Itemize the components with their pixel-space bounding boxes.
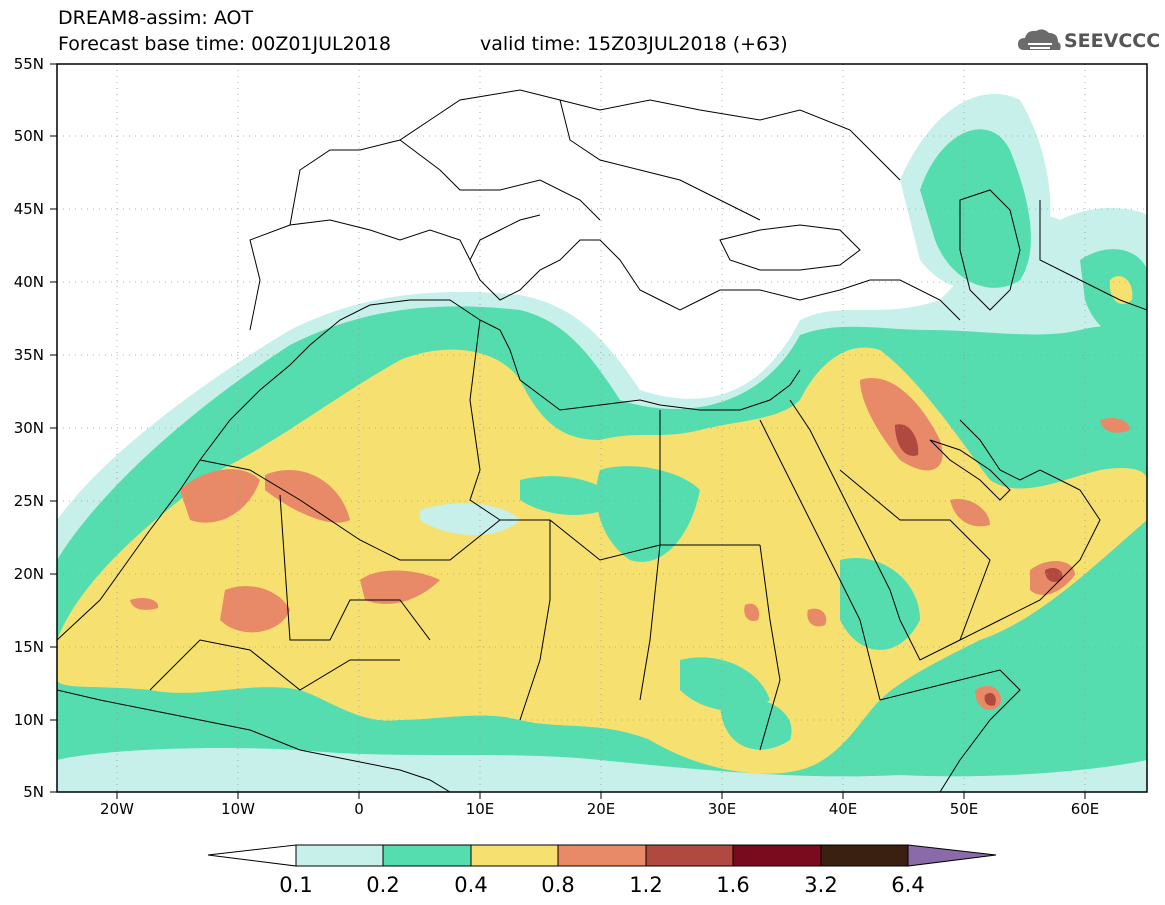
lon-label: 60E <box>1071 800 1100 818</box>
coastlines <box>57 89 1147 792</box>
lat-label: 15N <box>14 638 44 656</box>
lat-label: 35N <box>14 346 44 364</box>
logo-text: SEEVCCC <box>1064 30 1161 52</box>
aot-field <box>57 64 1147 792</box>
colorbar-label: 0.8 <box>541 873 574 897</box>
forecast-base-time: Forecast base time: 00Z01JUL2018 <box>58 33 391 55</box>
grid-lines <box>57 64 1147 792</box>
colorbar <box>207 844 997 867</box>
colorbar-bin <box>820 844 909 867</box>
lon-label: 20W <box>100 800 134 818</box>
lon-label: 0 <box>354 800 364 818</box>
chart-title: DREAM8-assim: AOT <box>58 7 254 29</box>
lon-label: 10W <box>221 800 255 818</box>
colorbar-bin <box>295 844 384 867</box>
lat-label: 5N <box>23 783 44 801</box>
lat-label: 50N <box>14 127 44 145</box>
lat-axis: 55N 50N 45N 40N 35N 30N 25N 20N 15N 10N … <box>14 55 44 801</box>
lon-label: 50E <box>950 800 979 818</box>
lat-ticks <box>50 63 1086 799</box>
colorbar-label: 0.4 <box>454 873 487 897</box>
lat-label: 40N <box>14 273 44 291</box>
lat-label: 20N <box>14 565 44 583</box>
lon-label: 10E <box>466 800 495 818</box>
colorbar-low-arrow <box>207 844 297 867</box>
colorbar-label: 1.2 <box>629 873 662 897</box>
colorbar-label: 6.4 <box>891 873 924 897</box>
colorbar-bin <box>382 844 472 867</box>
lat-label: 30N <box>14 419 44 437</box>
colorbar-high-arrow <box>907 844 997 867</box>
colorbar-bin <box>470 844 559 867</box>
colorbar-label: 3.2 <box>804 873 837 897</box>
colorbar-bin <box>557 844 647 867</box>
seevccc-logo-icon <box>1018 29 1061 50</box>
colorbar-label: 0.1 <box>279 873 312 897</box>
lon-label: 30E <box>708 800 737 818</box>
colorbar-bin <box>732 844 822 867</box>
lat-label: 10N <box>14 711 44 729</box>
lon-axis: 20W 10W 0 10E 20E 30E 40E 50E 60E <box>100 800 1099 818</box>
valid-time: valid time: 15Z03JUL2018 (+63) <box>480 33 788 55</box>
lon-label: 40E <box>829 800 858 818</box>
colorbar-label: 1.6 <box>716 873 749 897</box>
colorbar-label: 0.2 <box>366 873 399 897</box>
lat-label: 55N <box>14 55 44 73</box>
lon-label: 20E <box>587 800 616 818</box>
colorbar-labels: 0.1 0.2 0.4 0.8 1.2 1.6 3.2 6.4 <box>279 873 924 897</box>
lat-label: 25N <box>14 492 44 510</box>
colorbar-bin <box>645 844 734 867</box>
lat-label: 45N <box>14 200 44 218</box>
